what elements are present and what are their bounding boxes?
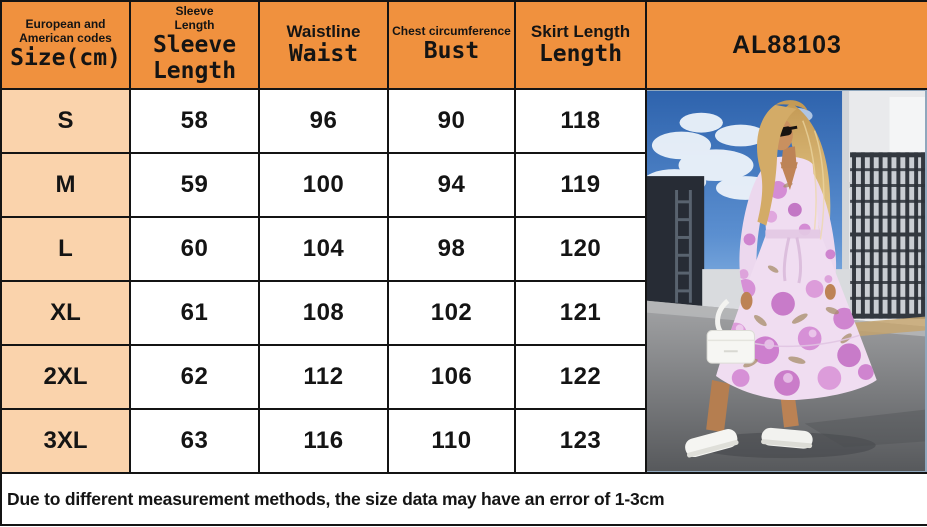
header-skirt-title: Length bbox=[538, 40, 623, 67]
bust-value: 102 bbox=[387, 280, 516, 346]
header-size-title: Size(cm) bbox=[10, 44, 121, 71]
sleeve-value: 61 bbox=[129, 280, 260, 346]
sleeve-value: 59 bbox=[129, 152, 260, 218]
waist-value: 96 bbox=[258, 88, 389, 154]
length-value: 120 bbox=[514, 216, 647, 282]
bust-value: 90 bbox=[387, 88, 516, 154]
header-waist-title: Waist bbox=[288, 40, 359, 67]
sleeve-value: 63 bbox=[129, 408, 260, 474]
product-code: AL88103 bbox=[645, 0, 927, 90]
bust-value: 94 bbox=[387, 152, 516, 218]
size-label: 3XL bbox=[0, 408, 131, 474]
table-row-m: M 59 100 94 119 bbox=[0, 152, 927, 218]
length-value: 123 bbox=[514, 408, 647, 474]
header-waist: Waistline Waist bbox=[258, 0, 389, 90]
header-skirt-length: Skirt Length Length bbox=[514, 0, 647, 90]
sleeve-value: 58 bbox=[129, 88, 260, 154]
header-size-subtitle: European and American codes bbox=[19, 17, 112, 46]
header-sleeve-subtitle: Sleeve Length bbox=[174, 4, 215, 33]
header-bust: Chest circumference Bust bbox=[387, 0, 516, 90]
length-value: 121 bbox=[514, 280, 647, 346]
table-row-s: S 58 96 90 118 bbox=[0, 88, 927, 474]
waist-value: 100 bbox=[258, 152, 389, 218]
header-bust-title: Bust bbox=[423, 38, 480, 65]
table-row-3xl: 3XL 63 116 110 123 bbox=[0, 408, 927, 474]
product-photo bbox=[645, 88, 927, 474]
bust-value: 106 bbox=[387, 344, 516, 410]
waist-value: 116 bbox=[258, 408, 389, 474]
table-header-row: European and American codes Size(cm) Sle… bbox=[0, 0, 927, 90]
sleeve-value: 60 bbox=[129, 216, 260, 282]
measurement-note-row: Due to different measurement methods, th… bbox=[0, 472, 927, 526]
header-sleeve-length: Sleeve Length Sleeve Length bbox=[129, 0, 260, 90]
header-skirt-subtitle: Skirt Length bbox=[530, 22, 631, 42]
waist-value: 108 bbox=[258, 280, 389, 346]
measurement-note: Due to different measurement methods, th… bbox=[0, 472, 927, 526]
table-row-xl: XL 61 108 102 121 bbox=[0, 280, 927, 346]
header-size: European and American codes Size(cm) bbox=[0, 0, 131, 90]
table-row-l: L 60 104 98 120 bbox=[0, 216, 927, 282]
size-label: L bbox=[0, 216, 131, 282]
length-value: 122 bbox=[514, 344, 647, 410]
bust-value: 98 bbox=[387, 216, 516, 282]
sleeve-value: 62 bbox=[129, 344, 260, 410]
waist-value: 104 bbox=[258, 216, 389, 282]
product-photo-illustration bbox=[648, 91, 925, 471]
size-label: S bbox=[0, 88, 131, 154]
size-label: XL bbox=[0, 280, 131, 346]
header-bust-subtitle: Chest circumference bbox=[392, 24, 511, 39]
length-value: 119 bbox=[514, 152, 647, 218]
table-row-2xl: 2XL 62 112 106 122 bbox=[0, 344, 927, 410]
header-waist-subtitle: Waistline bbox=[286, 22, 361, 42]
length-value: 118 bbox=[514, 88, 647, 154]
size-label: M bbox=[0, 152, 131, 218]
header-sleeve-title: Sleeve Length bbox=[152, 32, 237, 84]
size-label: 2XL bbox=[0, 344, 131, 410]
bust-value: 110 bbox=[387, 408, 516, 474]
waist-value: 112 bbox=[258, 344, 389, 410]
